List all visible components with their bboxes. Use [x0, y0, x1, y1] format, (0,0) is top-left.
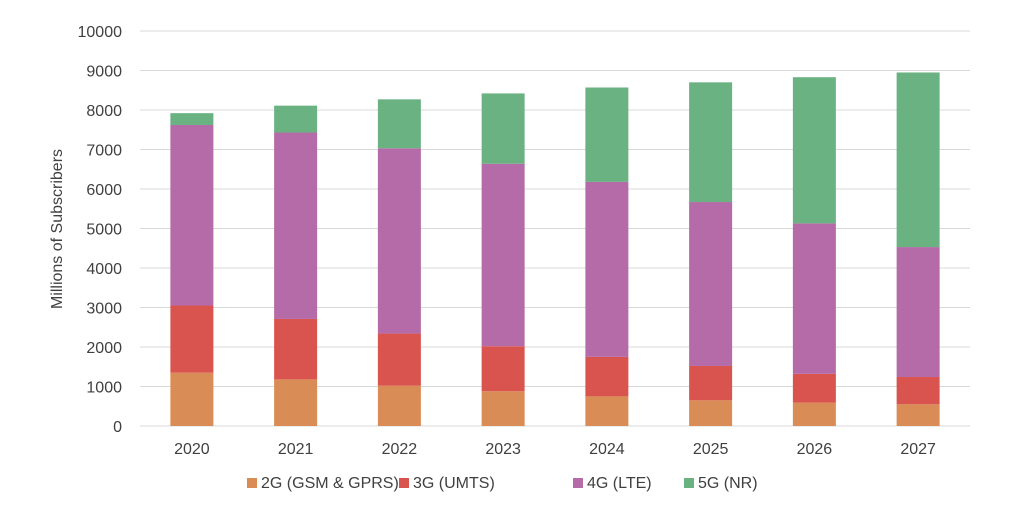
- bar-segment: [792, 223, 836, 374]
- y-tick-label: 9000: [86, 64, 122, 81]
- legend-label: 3G (UMTS): [413, 475, 495, 492]
- x-tick-label: 2023: [485, 441, 521, 458]
- x-tick-label: 2020: [174, 441, 210, 458]
- x-axis-ticks: 2020 2021 2022 2023 2024 2025 2026 2027: [174, 441, 936, 458]
- y-tick-label: 6000: [86, 182, 122, 199]
- y-tick-label: 0: [113, 419, 122, 436]
- legend-item: 5G (NR): [684, 475, 758, 492]
- x-tick-label: 2026: [797, 441, 833, 458]
- y-tick-label: 5000: [86, 222, 122, 239]
- bar-segment: [896, 72, 940, 248]
- bar-segment: [170, 305, 214, 373]
- bar-segment: [481, 163, 525, 347]
- bar-segment: [689, 82, 733, 203]
- legend-item: 4G (LTE): [573, 475, 652, 492]
- bar-segment: [274, 318, 318, 380]
- bar-segment: [896, 404, 940, 426]
- x-tick-label: 2027: [900, 441, 936, 458]
- x-tick-label: 2022: [382, 441, 418, 458]
- legend-label: 2G (GSM & GPRS): [261, 475, 399, 492]
- bar-segment: [585, 356, 629, 397]
- legend-item: 3G (UMTS): [399, 475, 495, 492]
- bar-segment: [792, 402, 836, 426]
- x-tick-label: 2021: [278, 441, 314, 458]
- bar-segment: [585, 396, 629, 426]
- bar-segment: [689, 365, 733, 401]
- y-tick-label: 2000: [86, 340, 122, 357]
- bar-segment: [896, 377, 940, 405]
- bar-segment: [481, 391, 525, 426]
- bar-segment: [896, 247, 940, 378]
- y-tick-label: 1000: [86, 380, 122, 397]
- y-tick-label: 7000: [86, 143, 122, 160]
- bar-segment: [377, 333, 421, 386]
- legend-label: 5G (NR): [698, 475, 758, 492]
- bar-segment: [170, 125, 214, 306]
- y-tick-label: 3000: [86, 301, 122, 318]
- legend-swatch: [684, 478, 694, 488]
- bar-segment: [585, 181, 629, 357]
- legend-item: 2G (GSM & GPRS): [247, 475, 399, 492]
- y-tick-label: 10000: [78, 24, 123, 41]
- legend-label: 4G (LTE): [587, 475, 652, 492]
- legend-swatch: [399, 478, 409, 488]
- bar-segment: [377, 99, 421, 149]
- legend: 2G (GSM & GPRS) 3G (UMTS) 4G (LTE) 5G (NR): [247, 475, 758, 492]
- y-tick-label: 8000: [86, 103, 122, 120]
- y-axis-label: Millions of Subscribers: [49, 149, 66, 309]
- bar-segment: [377, 385, 421, 426]
- gridlines: [140, 30, 970, 427]
- bar-segment: [170, 113, 214, 126]
- x-tick-label: 2025: [693, 441, 729, 458]
- bar-segment: [274, 379, 318, 426]
- y-axis-ticks: 0 1000 2000 3000 4000 5000 6000 7000 8000 9000 100…: [78, 24, 123, 436]
- x-tick-label: 2024: [589, 441, 625, 458]
- legend-swatch: [247, 478, 257, 488]
- bar-segment: [792, 77, 836, 224]
- bar-segment: [481, 346, 525, 392]
- bar-segment: [170, 372, 214, 426]
- bar-segment: [689, 400, 733, 426]
- bar-segment: [585, 87, 629, 182]
- bar-segment: [689, 202, 733, 366]
- bar-segment: [377, 148, 421, 334]
- y-tick-label: 4000: [86, 261, 122, 278]
- bar-segment: [274, 132, 318, 319]
- bar-segment: [792, 373, 836, 403]
- bars: [170, 72, 940, 426]
- bar-segment: [274, 105, 318, 133]
- bar-segment: [481, 93, 525, 164]
- legend-swatch: [573, 478, 583, 488]
